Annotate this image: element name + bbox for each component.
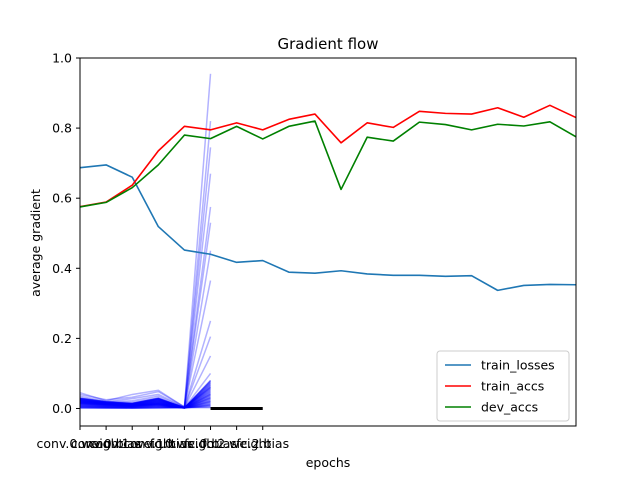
- gradient-flow-line: [79, 398, 211, 409]
- chart-title: Gradient flow: [278, 35, 379, 53]
- x-tick-label: fc.2.bias: [236, 436, 289, 451]
- gradient-flow-line: [79, 399, 211, 409]
- plot-area: [79, 73, 577, 410]
- gradient-flow-line: [79, 400, 211, 409]
- gradient-flow-line: [79, 404, 211, 409]
- gradient-flow-line: [79, 391, 211, 409]
- gradient-flow-line: [79, 385, 211, 409]
- series-line-train-accs: [79, 104, 577, 208]
- x-tick-label: fc.2.weight: [202, 436, 271, 451]
- gradient-flow-line: [79, 380, 211, 409]
- y-axis-ticks: 0.0 0.2 0.4 0.6 0.8 1.0: [52, 51, 80, 416]
- gradient-flow-line: [79, 372, 212, 409]
- gradient-flow-line: [79, 383, 211, 409]
- gradient-flow-line: [79, 401, 211, 409]
- series-line-train-losses: [79, 164, 577, 292]
- x-tick-label: conv.1.bias: [123, 436, 193, 451]
- gradient-flow-line: [79, 398, 211, 409]
- y-tick-label: 0.4: [52, 261, 72, 276]
- gradient-flow-line: [79, 395, 211, 409]
- gradient-flow-line: [79, 388, 211, 409]
- y-axis-label: average gradient: [28, 189, 43, 297]
- gradient-flow-line: [79, 405, 211, 409]
- gradient-flow-line: [79, 397, 211, 409]
- gradient-flow-line: [79, 400, 211, 409]
- gradient-flow-line: [79, 384, 211, 409]
- gradient-flow-line: [79, 147, 212, 409]
- y-tick-label: 0.6: [52, 191, 72, 206]
- gradient-flow-line: [79, 402, 211, 409]
- gradient-flow-line: [79, 389, 211, 409]
- x-tick-label: fc.0.bias: [184, 436, 237, 451]
- legend-label: dev_accs: [481, 400, 538, 415]
- gradient-flow-line: [79, 380, 211, 409]
- gradient-flow-line: [79, 173, 212, 409]
- gradient-flow-line: [79, 389, 211, 409]
- gradient-flow-line: [79, 403, 211, 409]
- gradient-flow-line: [79, 384, 211, 409]
- legend-box: [436, 350, 570, 422]
- gradient-flow-line: [79, 393, 211, 409]
- gradient-flow-line: [79, 386, 211, 409]
- gradient-flow-line: [79, 393, 211, 409]
- axes-frame: [79, 57, 577, 427]
- gradient-flow-line: [79, 400, 211, 409]
- legend-label: train_accs: [481, 379, 544, 394]
- gradient-flow-line: [79, 386, 211, 409]
- gradient-flow-line: [79, 379, 212, 409]
- y-tick-label: 0.8: [52, 121, 72, 136]
- gradient-flow-line: [79, 382, 211, 409]
- legend: train_losses train_accs dev_accs: [436, 350, 570, 422]
- gradient-flow-line: [79, 391, 211, 409]
- x-axis-label: epochs: [306, 455, 351, 470]
- gradient-flow-line: [79, 121, 212, 408]
- gradient-flow-line: [79, 336, 212, 409]
- axes-border: [79, 57, 577, 427]
- gradient-flow-line: [79, 405, 211, 409]
- gradient-flow-line: [79, 206, 212, 409]
- gradient-flow-line: [79, 396, 211, 409]
- gradient-flow-line: [79, 393, 211, 409]
- gradient-flow-line: [79, 381, 211, 409]
- gradient-flow-line: [79, 402, 211, 409]
- gradient-flow-line: [79, 320, 212, 409]
- x-tick-label: fc.0.weight: [150, 436, 219, 451]
- gradient-flow-line: [79, 250, 212, 409]
- gradient-flow-line: [79, 386, 211, 409]
- gradient-flow-line: [79, 382, 211, 409]
- gradient-flow-line: [79, 402, 211, 409]
- x-tick-label: conv.0.weight: [37, 436, 124, 451]
- gradient-flow-line: [79, 394, 211, 409]
- gradient-flow-line: [79, 387, 211, 409]
- gradient-flow-line: [79, 396, 211, 409]
- x-tick-label: conv.0.bias: [71, 436, 141, 451]
- gradient-flow-line: [79, 392, 211, 409]
- y-tick-label: 0.0: [52, 401, 72, 416]
- gradient-flow-line: [79, 406, 211, 409]
- gradient-flow-line: [79, 73, 212, 409]
- legend-label: train_losses: [481, 358, 555, 373]
- y-tick-label: 0.2: [52, 331, 72, 346]
- gradient-flow-line: [79, 390, 211, 409]
- gradient-flow-line: [79, 355, 212, 409]
- series-line-dev-accs: [79, 120, 577, 208]
- y-tick-label: 1.0: [52, 51, 72, 66]
- gradient-flow-line: [79, 280, 212, 409]
- x-tick-label: conv.1.weight: [89, 436, 176, 451]
- gradient-flow-line: [79, 222, 212, 409]
- gradient-flow-line: [79, 407, 211, 409]
- gradient-flow-line: [79, 397, 211, 409]
- x-axis-ticks: conv.0.weightconv.0.biasconv.1.weightcon…: [37, 426, 289, 451]
